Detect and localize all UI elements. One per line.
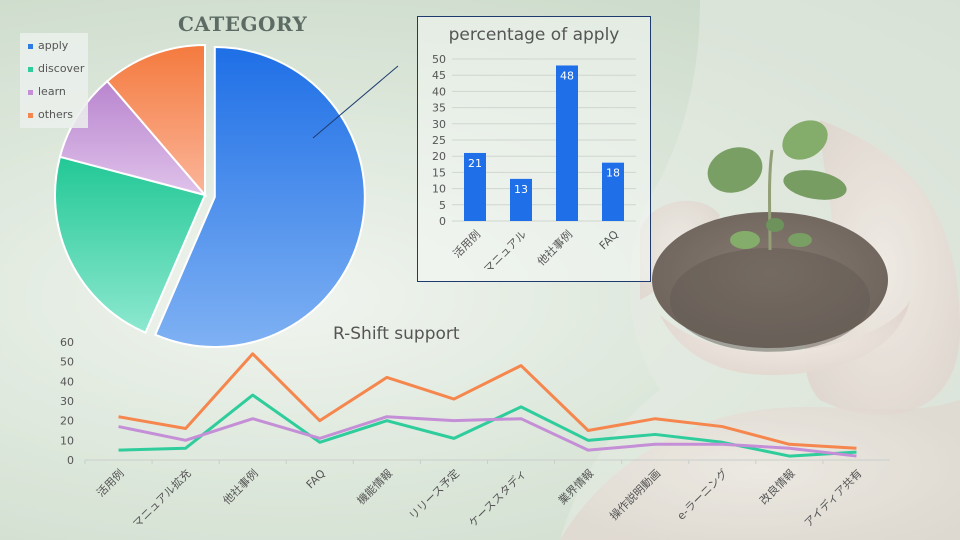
line-y-tick-label: 60 (60, 336, 74, 349)
line-category-label: マニュアル拡充 (130, 466, 194, 530)
line-category-label: 活用例 (93, 466, 126, 499)
legend-swatch-discover (28, 66, 33, 72)
line-category-label: e-ラーニング (674, 466, 730, 522)
bar (556, 65, 578, 221)
line-category-label: アイディア共有 (801, 466, 864, 529)
legend-item-apply: apply (28, 39, 68, 53)
legend-label-others: others (38, 108, 74, 121)
pie-legend: apply discover learn others (20, 33, 88, 128)
line-y-tick-label: 0 (67, 454, 74, 467)
line-category-label: 操作説明動画 (607, 466, 664, 523)
line-y-tick-label: 30 (60, 395, 74, 408)
bar-y-tick-label: 30 (432, 118, 446, 131)
bar-y-tick-label: 10 (432, 183, 446, 196)
bar-y-tick-label: 5 (439, 199, 446, 212)
line-category-label: 機能情報 (354, 466, 395, 507)
line-y-tick-label: 50 (60, 356, 74, 369)
line-chart-title: R-Shift support (333, 324, 460, 344)
bar-y-tick-label: 40 (432, 85, 446, 98)
bar (510, 178, 532, 221)
bar-y-tick-label: 0 (439, 215, 446, 228)
line-y-tick-label: 40 (60, 375, 74, 388)
pie-title: CATEGORY (178, 12, 308, 36)
bar-y-tick-label: 45 (432, 69, 446, 82)
legend-label-apply: apply (38, 39, 69, 52)
line-series-others (118, 352, 857, 450)
line-category-label: ケーススタディ (466, 466, 529, 529)
legend-swatch-learn (28, 89, 33, 95)
legend-item-discover: discover (28, 62, 84, 76)
legend-item-others: others (28, 108, 73, 122)
line-category-label: 他社事例 (220, 466, 261, 507)
bar-y-tick-label: 35 (432, 102, 446, 115)
bar-data-label: 13 (514, 183, 528, 196)
line-series-learn (118, 415, 857, 458)
callout-line (312, 65, 399, 139)
pie-slice-others (105, 43, 206, 198)
bar-chart-panel: percentage of apply (417, 16, 651, 282)
legend-label-learn: learn (38, 85, 66, 98)
bar-y-tick-label: 50 (432, 53, 446, 66)
legend-swatch-others (28, 112, 33, 118)
legend-label-discover: discover (38, 62, 85, 75)
legend-swatch-apply (28, 43, 33, 49)
bar-data-label: 21 (468, 157, 482, 170)
line-category-label: 業界情報 (556, 467, 596, 507)
legend-item-learn: learn (28, 85, 66, 99)
bar-y-tick-label: 15 (432, 166, 446, 179)
line-y-tick-label: 20 (60, 415, 74, 428)
bar-y-tick-label: 20 (432, 150, 446, 163)
bar (602, 162, 624, 221)
bar-chart-title: percentage of apply (448, 25, 620, 45)
line-y-tick-label: 10 (60, 434, 74, 447)
line-category-label: 改良情報 (756, 466, 797, 507)
line-category-label: リリース予定 (406, 466, 462, 522)
pie-slice-discover (54, 155, 207, 334)
bar (464, 152, 486, 221)
pie-slice-apply (153, 46, 366, 349)
bar-y-tick-label: 25 (432, 134, 446, 147)
bar-data-label: 48 (560, 69, 574, 82)
bar-data-label: 18 (606, 167, 620, 180)
line-category-label: FAQ (304, 467, 329, 492)
